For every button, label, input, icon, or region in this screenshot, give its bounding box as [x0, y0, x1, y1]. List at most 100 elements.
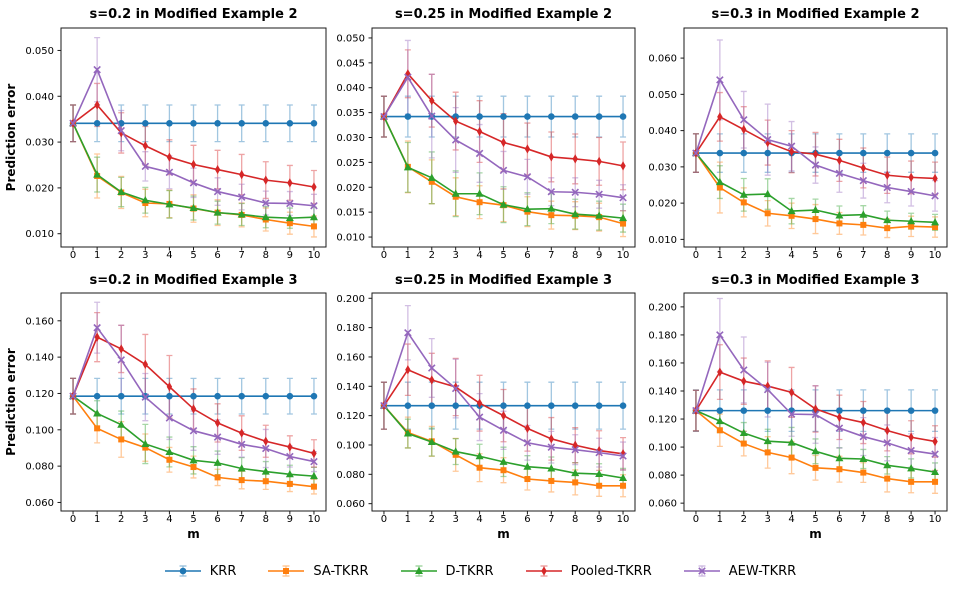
x-tick-label: 2: [741, 250, 747, 261]
y-tick-label: 0.180: [336, 323, 365, 334]
y-tick-label: 0.100: [25, 425, 54, 436]
y-tick-label: 0.180: [648, 330, 677, 341]
x-tick-label: 10: [617, 514, 630, 525]
x-tick-label: 0: [70, 514, 76, 525]
x-tick-label: 9: [908, 250, 914, 261]
x-tick-label: 7: [548, 514, 554, 525]
x-tick-label: 2: [429, 250, 435, 261]
y-tick-label: 0.010: [336, 233, 365, 244]
x-tick-label: 5: [190, 514, 196, 525]
d-tkrr-line-marker-icon: [400, 565, 437, 577]
x-tick-label: 10: [308, 250, 321, 261]
legend-label: SA-TKRR: [313, 563, 369, 579]
series-Pooled-TKRR: [693, 367, 938, 447]
x-tick-label: 4: [788, 250, 794, 261]
subplot-title: s=0.2 in Modified Example 3: [89, 273, 297, 288]
series-AEW-TKRR: [69, 65, 318, 210]
series-KRR: [69, 392, 318, 400]
pooled-tkrr-line-marker-icon: [525, 565, 562, 577]
y-tick-label: 0.025: [336, 158, 365, 169]
subplot-title: s=0.3 in Modified Example 2: [711, 7, 919, 22]
x-tick-label: 3: [452, 250, 458, 261]
y-axis: 0.010 0.020 0.030 0.040 0.050: [25, 46, 61, 240]
legend: KRR SA-TKRR D-TKRR Pooled-TKRR AEW-TKRR: [0, 556, 959, 586]
x-tick-label: 0: [70, 250, 76, 261]
x-tick-label: 0: [693, 514, 699, 525]
x-tick-label: 10: [929, 250, 942, 261]
y-axis: 0.010 0.020 0.030 0.040 0.050 0.060: [648, 54, 684, 246]
y-tick-label: 0.020: [25, 183, 54, 194]
x-tick-label: 3: [764, 250, 770, 261]
x-tick-label: 9: [287, 514, 293, 525]
x-tick-label: 1: [717, 250, 723, 261]
errorbars-AEW-TKRR: [692, 39, 939, 212]
x-tick-label: 4: [476, 514, 482, 525]
subplot-4: 0.060 0.080 0.100 0.120 0.140 0.160 0 1 2 3 4 5 6 7 8 9…: [4, 273, 327, 541]
x-tick-label: 6: [214, 250, 220, 261]
y-tick-label: 0.015: [336, 208, 365, 219]
x-tick-label: 2: [741, 514, 747, 525]
y-tick-label: 0.140: [648, 386, 677, 397]
series-KRR: [380, 402, 627, 409]
subplot-title: s=0.25 in Modified Example 2: [395, 7, 612, 22]
y-tick-label: 0.020: [336, 183, 365, 194]
y-tick-label: 0.045: [336, 58, 365, 69]
y-tick-label: 0.160: [336, 352, 365, 363]
aew-tkrr-line-marker-icon: [683, 565, 720, 577]
y-tick-label: 0.060: [25, 498, 54, 509]
x-tick-label: 6: [524, 514, 530, 525]
y-tick-label: 0.050: [25, 46, 54, 57]
subplot-title: s=0.25 in Modified Example 3: [395, 273, 612, 288]
legend-item-krr: KRR: [163, 563, 236, 579]
legend-item-sa-tkrr: SA-TKRR: [266, 563, 369, 579]
y-tick-label: 0.030: [648, 162, 677, 173]
series-AEW-TKRR: [692, 76, 939, 200]
x-tick-label: 3: [142, 250, 148, 261]
subplot-6: 0.060 0.080 0.100 0.120 0.140 0.160 0.180 0.200…: [648, 273, 948, 541]
x-tick-label: 0: [693, 250, 699, 261]
x-tick-label: 8: [884, 250, 890, 261]
x-axis: 0 1 2 3 4 5 6 7 8 9 10: [693, 247, 942, 261]
sa-tkrr-line-marker-icon: [268, 565, 305, 577]
x-tick-label: 3: [142, 514, 148, 525]
y-tick-label: 0.040: [648, 126, 677, 137]
y-tick-label: 0.010: [25, 229, 54, 240]
x-tick-label: 5: [812, 250, 818, 261]
y-tick-label: 0.035: [336, 108, 365, 119]
y-tick-label: 0.060: [336, 499, 365, 510]
x-tick-label: 8: [572, 514, 578, 525]
x-tick-label: 0: [381, 514, 387, 525]
x-tick-label: 4: [476, 250, 482, 261]
x-tick-label: 1: [94, 250, 100, 261]
y-axis: 0.060 0.080 0.100 0.120 0.140 0.160 0.180 0.200: [336, 294, 372, 510]
series-D-TKRR: [69, 391, 318, 480]
y-tick-label: 0.140: [25, 353, 54, 364]
x-tick-label: 1: [405, 250, 411, 261]
legend-item-pooled-tkrr: Pooled-TKRR: [524, 563, 652, 579]
krr-line-marker-icon: [164, 565, 201, 577]
y-axis: 0.010 0.015 0.020 0.025 0.030 0.035 0.040 0.045…: [336, 33, 372, 244]
x-tick-label: 7: [238, 250, 244, 261]
y-tick-label: 0.030: [336, 133, 365, 144]
x-tick-label: 6: [214, 514, 220, 525]
x-tick-label: 1: [717, 514, 723, 525]
x-tick-label: 7: [548, 250, 554, 261]
y-tick-label: 0.060: [648, 54, 677, 65]
y-tick-label: 0.020: [648, 199, 677, 210]
x-tick-label: 10: [929, 514, 942, 525]
subplot-2: 0.010 0.015 0.020 0.025 0.030 0.035 0.040 0.045…: [336, 7, 636, 261]
x-tick-label: 9: [908, 514, 914, 525]
y-axis-label: Prediction error: [4, 348, 18, 456]
x-tick-label: 10: [308, 514, 321, 525]
x-tick-label: 3: [764, 514, 770, 525]
x-tick-label: 0: [381, 250, 387, 261]
legend-item-aew-tkrr: AEW-TKRR: [682, 563, 796, 579]
y-tick-label: 0.160: [25, 316, 54, 327]
y-tick-label: 0.030: [25, 138, 54, 149]
x-tick-label: 2: [429, 514, 435, 525]
legend-label: AEW-TKRR: [728, 563, 797, 579]
x-axis-label: m: [497, 527, 510, 541]
y-tick-label: 0.010: [648, 235, 677, 246]
series-AEW-TKRR: [692, 331, 939, 458]
